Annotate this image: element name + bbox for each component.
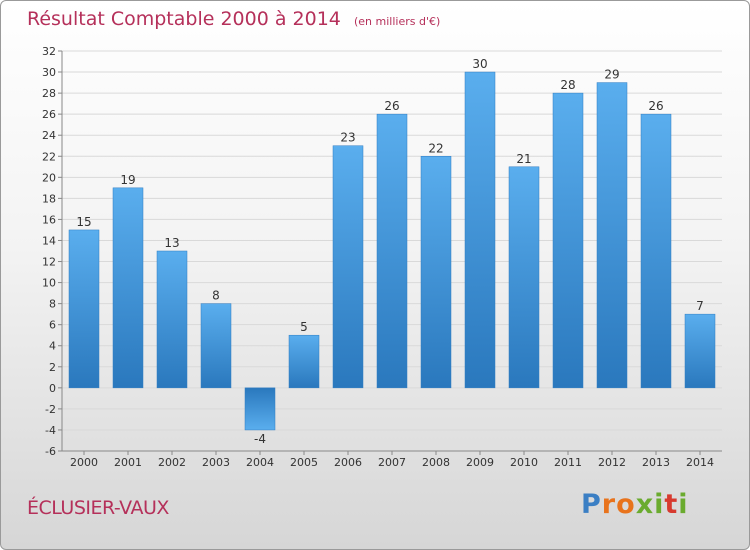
x-tick-label: 2001 xyxy=(114,456,142,469)
y-tick-label: 20 xyxy=(42,171,56,184)
data-label: 19 xyxy=(120,173,135,187)
bar xyxy=(508,166,540,389)
y-tick-label: 10 xyxy=(42,277,56,290)
y-tick-label: 8 xyxy=(49,298,56,311)
bar xyxy=(244,387,276,431)
y-tick-label: -4 xyxy=(45,424,56,437)
data-label: 22 xyxy=(428,141,443,155)
logo-letter: r xyxy=(601,489,617,520)
x-tick-label: 2000 xyxy=(70,456,98,469)
y-tick-label: 14 xyxy=(42,234,56,247)
y-tick-label: 18 xyxy=(42,192,56,205)
bar xyxy=(420,156,452,389)
x-tick-label: 2010 xyxy=(510,456,538,469)
y-tick-label: 22 xyxy=(42,150,56,163)
x-tick-label: 2008 xyxy=(422,456,450,469)
y-tick-label: 16 xyxy=(42,213,56,226)
bar xyxy=(332,145,364,389)
data-label: 28 xyxy=(560,78,575,92)
y-tick-label: 0 xyxy=(49,382,56,395)
y-tick-label: 24 xyxy=(42,129,56,142)
logo-letter: P xyxy=(581,489,602,520)
data-label: 7 xyxy=(696,299,704,313)
x-tick-label: 2013 xyxy=(642,456,670,469)
data-label: 29 xyxy=(604,68,619,82)
x-tick-label: 2007 xyxy=(378,456,406,469)
bar xyxy=(200,303,232,389)
chart-title: Résultat Comptable 2000 à 2014 xyxy=(27,8,341,30)
y-tick-label: 30 xyxy=(42,66,56,79)
bar xyxy=(376,113,408,389)
logo-letter: o xyxy=(616,489,636,520)
data-label: 21 xyxy=(516,152,531,166)
bar xyxy=(156,250,188,389)
data-label: 26 xyxy=(384,99,399,113)
y-tick-label: 26 xyxy=(42,108,56,121)
x-tick-label: 2004 xyxy=(246,456,274,469)
x-tick-label: 2005 xyxy=(290,456,318,469)
bar xyxy=(596,82,628,389)
x-tick-label: 2002 xyxy=(158,456,186,469)
y-tick-label: 32 xyxy=(42,45,56,58)
commune-name: ÉCLUSIER-VAUX xyxy=(27,497,169,519)
data-label: 13 xyxy=(164,236,179,250)
y-tick-label: 4 xyxy=(49,340,56,353)
bar xyxy=(112,187,144,389)
data-label: 23 xyxy=(340,131,355,145)
x-tick-label: 2009 xyxy=(466,456,494,469)
x-tick-label: 2011 xyxy=(554,456,582,469)
y-tick-label: -2 xyxy=(45,403,56,416)
chart-title-block: Résultat Comptable 2000 à 2014 (en milli… xyxy=(27,8,440,30)
x-tick-label: 2003 xyxy=(202,456,230,469)
y-tick-label: 12 xyxy=(42,256,56,269)
chart-subtitle: (en milliers d'€) xyxy=(353,15,441,28)
data-label: 30 xyxy=(472,57,487,71)
x-tick-label: 2006 xyxy=(334,456,362,469)
x-tick-label: 2012 xyxy=(598,456,626,469)
proxiti-logo: Proxiti xyxy=(581,489,689,520)
data-label: 8 xyxy=(212,289,220,303)
bar xyxy=(464,71,496,389)
logo-letter: t xyxy=(664,489,679,520)
bar xyxy=(684,313,716,389)
bar xyxy=(552,92,584,389)
data-label: 26 xyxy=(648,99,663,113)
y-tick-label: -6 xyxy=(45,445,56,458)
data-label: -4 xyxy=(254,432,266,446)
bar xyxy=(288,334,320,389)
data-label: 5 xyxy=(300,320,308,334)
bar xyxy=(640,113,672,389)
bar xyxy=(68,229,100,389)
logo-letter: x xyxy=(635,489,655,520)
y-tick-label: 2 xyxy=(49,361,56,374)
y-tick-label: 28 xyxy=(42,87,56,100)
logo-letter: i xyxy=(654,489,665,520)
logo-letter: i xyxy=(678,489,689,520)
x-tick-label: 2014 xyxy=(686,456,714,469)
y-tick-label: 6 xyxy=(49,319,56,332)
data-label: 15 xyxy=(76,215,91,229)
